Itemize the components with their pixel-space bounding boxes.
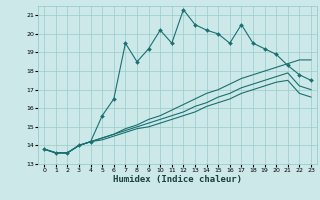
X-axis label: Humidex (Indice chaleur): Humidex (Indice chaleur) — [113, 175, 242, 184]
